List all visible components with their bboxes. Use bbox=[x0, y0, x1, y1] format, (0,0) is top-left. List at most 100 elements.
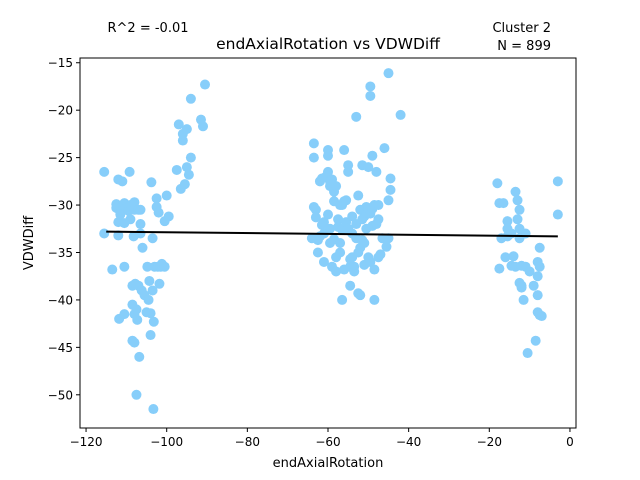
data-point bbox=[179, 179, 190, 190]
data-point bbox=[161, 190, 172, 201]
y-tick-label: −15 bbox=[48, 56, 73, 70]
data-point bbox=[159, 261, 170, 272]
data-point bbox=[99, 228, 110, 239]
x-tick-label: −20 bbox=[477, 435, 502, 449]
data-point bbox=[331, 266, 342, 277]
y-tick-label: −40 bbox=[48, 293, 73, 307]
y-tick-label: −30 bbox=[48, 199, 73, 213]
y-tick-label: −20 bbox=[48, 104, 73, 118]
x-tick-label: −80 bbox=[235, 435, 260, 449]
data-point bbox=[129, 197, 140, 208]
data-point bbox=[333, 214, 344, 225]
data-point bbox=[337, 294, 348, 305]
data-point bbox=[536, 311, 547, 322]
data-point bbox=[534, 242, 545, 253]
data-point bbox=[173, 119, 184, 130]
data-point bbox=[522, 348, 533, 359]
data-point bbox=[308, 138, 319, 149]
data-point bbox=[183, 169, 194, 180]
data-point bbox=[142, 261, 153, 272]
data-point bbox=[524, 266, 535, 277]
data-point bbox=[530, 335, 541, 346]
data-points bbox=[99, 68, 563, 415]
data-point bbox=[365, 256, 376, 267]
data-point bbox=[125, 214, 136, 225]
data-point bbox=[341, 195, 352, 206]
data-point bbox=[351, 111, 362, 122]
data-point bbox=[124, 166, 135, 177]
data-point bbox=[498, 198, 509, 209]
data-point bbox=[117, 176, 128, 187]
data-point bbox=[185, 152, 196, 163]
count-annotation: N = 899 bbox=[497, 39, 551, 54]
data-point bbox=[383, 68, 394, 79]
data-point bbox=[367, 150, 378, 161]
data-point bbox=[508, 251, 519, 262]
y-tick-label: −35 bbox=[48, 246, 73, 260]
data-point bbox=[146, 177, 157, 188]
data-point bbox=[135, 219, 146, 230]
data-point bbox=[532, 271, 543, 282]
data-point bbox=[528, 280, 539, 291]
data-point bbox=[151, 193, 162, 204]
data-point bbox=[375, 249, 386, 260]
data-point bbox=[345, 280, 356, 291]
data-point bbox=[335, 238, 346, 248]
data-point bbox=[365, 90, 376, 101]
data-point bbox=[171, 164, 182, 175]
data-point bbox=[371, 166, 382, 177]
data-point bbox=[135, 204, 146, 215]
data-point bbox=[129, 337, 140, 348]
data-point bbox=[363, 162, 374, 173]
data-point bbox=[500, 252, 511, 263]
data-point bbox=[385, 173, 396, 184]
data-point bbox=[153, 207, 164, 218]
data-point bbox=[131, 304, 142, 315]
data-point bbox=[383, 233, 394, 244]
data-point bbox=[308, 152, 319, 163]
data-point bbox=[369, 294, 380, 305]
data-point bbox=[373, 214, 384, 225]
data-point bbox=[113, 230, 124, 241]
data-point bbox=[185, 93, 196, 104]
data-point bbox=[181, 124, 192, 135]
data-point bbox=[145, 330, 156, 341]
data-point bbox=[369, 264, 380, 275]
chart-title: endAxialRotation vs VDWDiff bbox=[216, 35, 440, 53]
data-point bbox=[310, 212, 321, 223]
data-point bbox=[163, 211, 174, 222]
data-point bbox=[131, 389, 142, 400]
data-point bbox=[349, 266, 360, 277]
data-point bbox=[494, 263, 505, 274]
data-point bbox=[132, 314, 143, 325]
data-point bbox=[373, 200, 384, 211]
data-point bbox=[325, 223, 336, 234]
data-point bbox=[335, 247, 346, 258]
x-tick-label: 0 bbox=[566, 435, 574, 449]
data-point bbox=[318, 256, 329, 267]
y-tick-label: −25 bbox=[48, 151, 73, 165]
x-tick-label: −100 bbox=[150, 435, 183, 449]
data-point bbox=[385, 184, 396, 195]
data-point bbox=[323, 166, 333, 177]
data-point bbox=[137, 242, 148, 253]
data-point bbox=[135, 228, 146, 239]
data-point bbox=[145, 308, 156, 319]
data-point bbox=[512, 214, 523, 225]
data-point bbox=[148, 316, 159, 327]
data-point bbox=[144, 275, 155, 286]
y-axis-label: VDWDiff bbox=[22, 215, 37, 270]
data-point bbox=[331, 181, 342, 192]
data-point bbox=[516, 280, 527, 291]
data-point bbox=[318, 217, 329, 228]
y-axis-ticks: −50 −45 −40 −35 −30 −25 −20 −15 bbox=[48, 56, 80, 402]
data-point bbox=[510, 186, 521, 197]
data-point bbox=[115, 209, 126, 220]
data-point bbox=[323, 209, 333, 220]
x-tick-label: −60 bbox=[315, 435, 340, 449]
data-point bbox=[99, 166, 110, 177]
data-point bbox=[147, 233, 158, 244]
data-point bbox=[383, 195, 394, 206]
data-point bbox=[107, 264, 118, 275]
